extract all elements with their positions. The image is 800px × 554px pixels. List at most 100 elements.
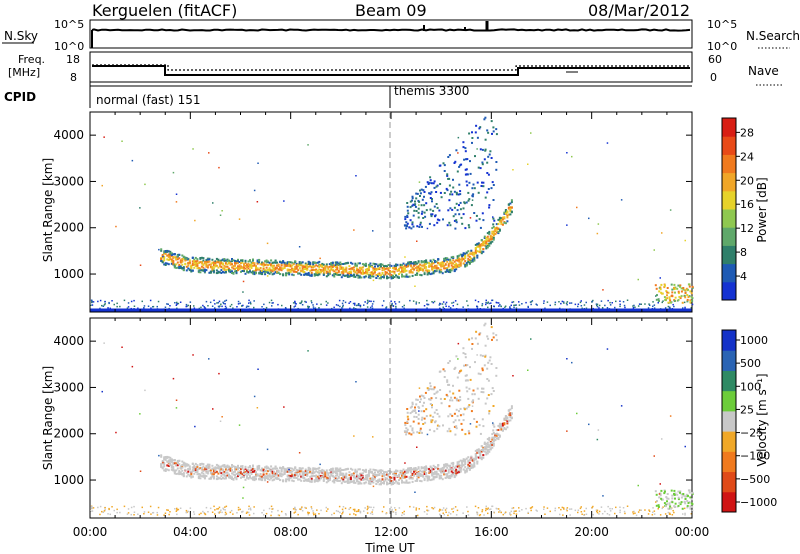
echo-cell [660, 291, 663, 294]
echo-cell [389, 270, 391, 273]
echo-cell [461, 463, 464, 466]
echo-cell [426, 476, 429, 479]
echo-cell [283, 261, 286, 264]
echo-cell [407, 481, 410, 484]
echo-cell [191, 269, 194, 272]
echo-cell [653, 304, 656, 306]
echo-cell [354, 481, 357, 484]
echo-cell [514, 510, 516, 512]
echo-cell [666, 503, 669, 506]
echo-cell [510, 510, 512, 513]
echo-cell [670, 489, 673, 492]
echo-cell [234, 467, 236, 470]
echo-cell [497, 438, 500, 441]
echo-cell [318, 260, 321, 263]
echo-cell [352, 474, 355, 477]
echo-cell [449, 477, 452, 480]
echo-cell [416, 273, 419, 276]
echo-cell [441, 466, 444, 469]
echo-cell [242, 510, 244, 513]
echo-cell [600, 300, 603, 302]
echo-cell [274, 271, 277, 274]
echo-cell [489, 238, 492, 240]
echo-cell [423, 264, 426, 267]
echo-cell [504, 209, 507, 212]
echo-cell [429, 179, 432, 182]
echo-cell [554, 303, 556, 306]
echo-cell [270, 505, 273, 508]
echo-cell [271, 273, 274, 276]
echo-cell [349, 478, 352, 480]
echo-cell [349, 274, 352, 276]
echo-cell [187, 468, 190, 471]
echo-cell [309, 475, 312, 478]
echo-cell [401, 266, 403, 269]
echo-cell [414, 406, 416, 409]
echo-cell [252, 478, 254, 481]
echo-cell [684, 296, 687, 299]
echo-cell [677, 292, 680, 295]
echo-cell [378, 469, 381, 472]
echo-cell [330, 266, 333, 269]
echo-cell [218, 260, 221, 263]
echo-cell [634, 512, 636, 514]
echo-cell [492, 444, 495, 447]
echo-cell [463, 364, 466, 367]
echo-cell [346, 262, 349, 265]
echo-cell [364, 275, 367, 278]
echo-cell [386, 477, 388, 480]
echo-cell [477, 243, 480, 246]
echo-cell [383, 471, 385, 474]
echo-cell [346, 272, 349, 275]
echo-cell [240, 270, 242, 273]
echo-cell [282, 260, 285, 263]
echo-cell [449, 262, 452, 265]
echo-cell [509, 307, 511, 309]
echo-cell [437, 467, 440, 470]
echo-cell [495, 128, 498, 131]
echo-cell [285, 272, 288, 275]
echo-cell [428, 265, 431, 268]
echo-cell [398, 482, 400, 485]
echo-cell [408, 481, 411, 484]
echo-cell [273, 261, 276, 264]
echo-cell [513, 306, 515, 309]
echo-cell [172, 256, 175, 259]
echo-cell [609, 507, 611, 510]
echo-cell [273, 473, 276, 476]
echo-cell [476, 250, 479, 253]
echo-cell [659, 494, 662, 497]
echo-cell [686, 294, 689, 296]
echo-cell [330, 268, 333, 271]
echo-cell [179, 259, 182, 262]
echo-cell [415, 509, 417, 511]
echo-cell [504, 511, 507, 513]
echo-cell [390, 470, 393, 473]
echo-cell [235, 262, 238, 265]
echo-cell [244, 261, 247, 264]
echo-cell [291, 473, 294, 476]
echo-cell [312, 472, 315, 475]
echo-cell [294, 466, 297, 469]
echo-cell [258, 258, 261, 261]
echo-cell [336, 474, 339, 477]
echo-cell [190, 476, 193, 479]
echo-cell [531, 300, 534, 302]
echo-cell [481, 509, 484, 511]
echo-cell [440, 474, 443, 477]
echo-cell [447, 470, 450, 473]
echo-cell [433, 205, 436, 208]
echo-cell [339, 469, 342, 472]
echo-cell [417, 211, 420, 214]
echo-cell [264, 271, 267, 274]
echo-cell [237, 464, 239, 467]
colorbar-tick-label: 12 [740, 222, 754, 235]
echo-cell [411, 401, 414, 404]
echo-cell [177, 508, 180, 511]
echo-cell [167, 303, 169, 305]
echo-cell [197, 467, 200, 470]
echo-cell [471, 199, 474, 201]
echo-cell [318, 271, 321, 274]
echo-cell [473, 463, 476, 466]
